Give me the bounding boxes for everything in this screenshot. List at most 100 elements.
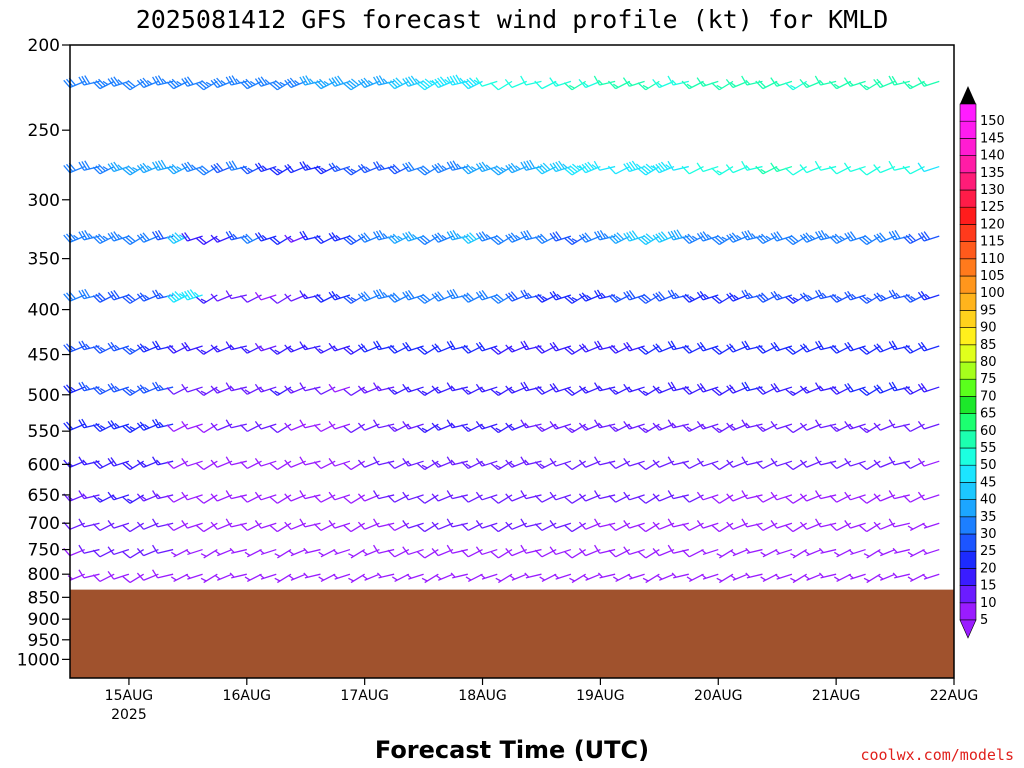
colorbar-label: 115: [980, 235, 1005, 250]
wind-barb: [313, 494, 336, 503]
wind-barb: [888, 419, 910, 429]
wind-barb: [181, 341, 203, 352]
colorbar-label: 140: [980, 149, 1005, 164]
wind-barb: [534, 293, 557, 303]
wind-barb: [859, 294, 881, 304]
colorbar-swatch: [959, 447, 977, 466]
wind-barb: [373, 544, 395, 554]
wind-barb: [122, 345, 145, 355]
wind-barb: [638, 345, 660, 355]
wind-barb: [815, 419, 837, 429]
wind-barb: [667, 419, 689, 429]
wind-barb: [549, 458, 572, 467]
wind-barb: [136, 232, 159, 243]
wind-barb: [534, 344, 557, 354]
wind-barb: [185, 548, 203, 556]
wind-barb: [682, 494, 704, 503]
wind-barb: [446, 544, 468, 554]
wind-barb: [917, 341, 940, 352]
wind-barb: [859, 386, 881, 396]
colorbar-swatch: [959, 602, 977, 621]
wind-barb: [818, 547, 837, 554]
wind-barb: [475, 458, 498, 467]
wind-barb: [387, 292, 410, 303]
wind-barb: [505, 232, 527, 243]
wind-barb: [152, 518, 174, 528]
wind-barb: [569, 573, 587, 584]
wind-barb: [63, 77, 85, 89]
y-tick-label: 1000: [17, 650, 60, 670]
colorbar-swatch: [959, 103, 977, 122]
y-tick-label: 650: [28, 486, 60, 506]
wind-barb: [549, 77, 572, 87]
wind-barb: [730, 548, 748, 557]
wind-barb: [181, 161, 203, 173]
wind-barb: [387, 233, 410, 244]
wind-barb: [888, 75, 910, 86]
wind-barb: [495, 573, 513, 584]
wind-barb: [682, 233, 704, 244]
wind-barb: [716, 549, 734, 559]
wind-barb: [181, 458, 203, 467]
wind-barb: [741, 456, 763, 466]
wind-barb: [402, 458, 424, 467]
wind-barb: [92, 522, 115, 532]
wind-barb: [815, 518, 837, 528]
wind-barb: [553, 573, 572, 580]
wind-barb: [534, 423, 557, 432]
wind-barb: [185, 573, 203, 580]
wind-barb: [755, 344, 778, 354]
wind-barb: [774, 548, 793, 556]
wind-barb: [122, 460, 145, 471]
wind-barb: [313, 423, 336, 432]
wind-barb: [402, 231, 424, 242]
wind-barb: [490, 423, 513, 434]
wind-barb: [696, 491, 719, 501]
wind-barb: [524, 572, 542, 579]
wind-barb: [682, 548, 704, 558]
wind-barb: [520, 456, 542, 466]
wind-barb: [152, 569, 174, 579]
wind-barb: [520, 518, 542, 528]
wind-barb: [417, 165, 439, 176]
wind-barb: [475, 546, 498, 556]
wind-barb: [240, 460, 262, 470]
wind-barb: [490, 234, 513, 246]
wind-barb: [318, 548, 336, 558]
y-tick-label: 800: [28, 565, 60, 585]
wind-barb: [244, 573, 262, 583]
wind-barb: [170, 573, 189, 583]
wind-barb: [623, 458, 645, 467]
wind-barb: [711, 460, 734, 471]
wind-barb: [299, 490, 321, 500]
wind-barb: [696, 162, 719, 173]
wind-barb: [299, 419, 321, 429]
wind-barb: [755, 460, 778, 470]
wind-barb: [78, 381, 100, 392]
wind-barb: [240, 233, 262, 244]
wind-barb: [696, 231, 719, 242]
wind-barb: [92, 344, 115, 354]
wind-barb: [892, 547, 910, 554]
wind-barb: [907, 573, 925, 583]
wind-barb: [638, 494, 660, 504]
wind-barb: [858, 80, 881, 91]
wind-barb: [534, 548, 557, 558]
wind-barb: [549, 491, 572, 501]
wind-barb: [564, 345, 587, 355]
wind-barb: [701, 548, 719, 556]
colorbar-label: 65: [980, 407, 997, 422]
wind-barb: [623, 520, 645, 529]
wind-barb: [78, 340, 100, 351]
credit-link[interactable]: coolwx.com/models: [860, 746, 1014, 764]
y-tick-label: 550: [28, 422, 60, 442]
wind-barb: [637, 80, 660, 91]
wind-barb: [196, 165, 218, 176]
wind-barb: [166, 386, 189, 395]
wind-barb: [814, 160, 837, 171]
colorbar-label: 75: [980, 372, 997, 387]
wind-barb: [431, 232, 454, 243]
wind-barb: [166, 78, 189, 90]
wind-barb: [313, 293, 336, 303]
wind-barb: [859, 494, 881, 504]
